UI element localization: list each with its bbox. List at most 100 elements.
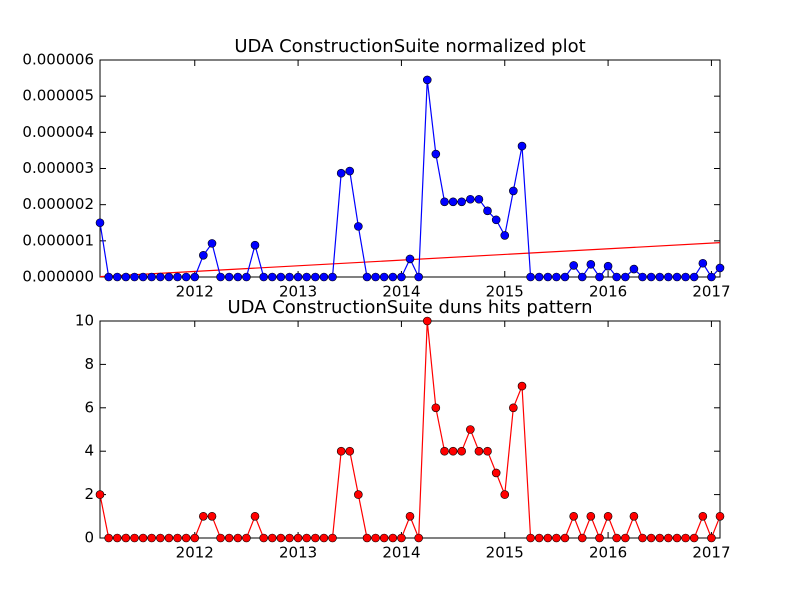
data-point — [483, 446, 492, 456]
y-tick-label: 0.000002 — [22, 195, 94, 213]
data-point — [233, 272, 243, 282]
data-point — [629, 511, 639, 521]
data-point — [405, 254, 415, 264]
data-point — [345, 446, 355, 456]
data-point — [371, 272, 380, 282]
data-point — [422, 75, 432, 85]
data-point — [250, 511, 260, 521]
data-point — [259, 533, 268, 543]
data-point — [311, 533, 320, 543]
data-point — [457, 446, 466, 456]
x-tick-label: 2017 — [692, 283, 730, 301]
data-point — [276, 272, 286, 282]
data-point — [621, 272, 630, 282]
data-point — [457, 197, 466, 207]
data-point — [655, 533, 665, 543]
data-point — [319, 533, 329, 543]
data-point — [405, 511, 415, 521]
data-point — [603, 511, 613, 521]
data-point — [156, 533, 165, 543]
data-point — [672, 272, 682, 282]
axes-frame — [99, 59, 721, 278]
data-point — [698, 258, 708, 268]
data-point — [216, 272, 225, 282]
data-point — [534, 272, 544, 282]
data-point — [500, 490, 510, 499]
x-tick-label: 2014 — [382, 283, 420, 301]
data-point — [431, 149, 441, 159]
data-point — [121, 533, 131, 543]
data-point — [414, 533, 423, 543]
data-point — [569, 511, 578, 521]
y-tick-label: 4 — [84, 442, 94, 460]
y-tick-label: 10 — [75, 312, 94, 330]
data-point — [707, 533, 716, 543]
data-point — [138, 272, 148, 282]
data-point — [181, 533, 191, 543]
data-point — [664, 533, 673, 543]
data-point — [534, 533, 544, 543]
data-point — [328, 272, 337, 282]
data-point — [267, 533, 277, 543]
data-point — [242, 533, 251, 543]
data-point — [595, 533, 604, 543]
data-point — [319, 272, 329, 282]
data-point — [388, 272, 398, 282]
data-point — [629, 264, 639, 274]
x-tick-label: 2016 — [589, 283, 627, 301]
data-point — [112, 533, 122, 543]
data-point — [138, 533, 148, 543]
data-point — [104, 533, 113, 543]
y-tick-label: 2 — [84, 485, 94, 503]
data-point — [543, 272, 553, 282]
x-tick-label: 2017 — [692, 544, 730, 562]
data-point — [543, 533, 553, 543]
data-point — [199, 511, 208, 521]
data-point — [371, 533, 380, 543]
y-tick-label: 0.000004 — [22, 123, 94, 141]
y-tick-label: 0.000001 — [22, 231, 94, 249]
data-point — [190, 533, 200, 543]
data-point — [156, 272, 165, 282]
data-point — [414, 272, 423, 282]
data-point — [328, 533, 337, 543]
y-tick-label: 0.000003 — [22, 159, 94, 177]
data-point — [569, 261, 578, 270]
data-point — [173, 272, 182, 282]
y-tick-label: 0.000000 — [22, 268, 94, 286]
data-point — [577, 272, 587, 282]
data-point — [552, 533, 561, 543]
data-point — [672, 533, 682, 543]
data-point — [500, 231, 510, 240]
data-point — [250, 240, 260, 250]
data-point — [638, 533, 647, 543]
data-point — [354, 490, 363, 499]
x-tick-label: 2012 — [176, 283, 214, 301]
data-point — [207, 511, 217, 521]
data-point — [147, 533, 156, 543]
data-point — [448, 446, 458, 456]
data-point — [164, 533, 174, 543]
data-point — [104, 272, 113, 282]
data-point — [586, 260, 596, 269]
data-point — [293, 533, 303, 543]
data-point — [612, 533, 621, 543]
data-point — [646, 272, 656, 282]
data-point — [302, 533, 311, 543]
data-point — [509, 403, 518, 413]
x-tick-label: 2012 — [176, 544, 214, 562]
data-point — [285, 272, 294, 282]
data-point — [474, 446, 484, 456]
data-point — [466, 194, 475, 204]
data-point — [422, 316, 432, 326]
data-point — [448, 197, 458, 207]
data-point — [336, 446, 346, 456]
data-point — [491, 468, 501, 478]
data-point — [715, 263, 725, 273]
data-point — [560, 533, 570, 543]
data-point — [164, 272, 174, 282]
data-point — [293, 272, 303, 282]
data-point — [242, 272, 251, 282]
